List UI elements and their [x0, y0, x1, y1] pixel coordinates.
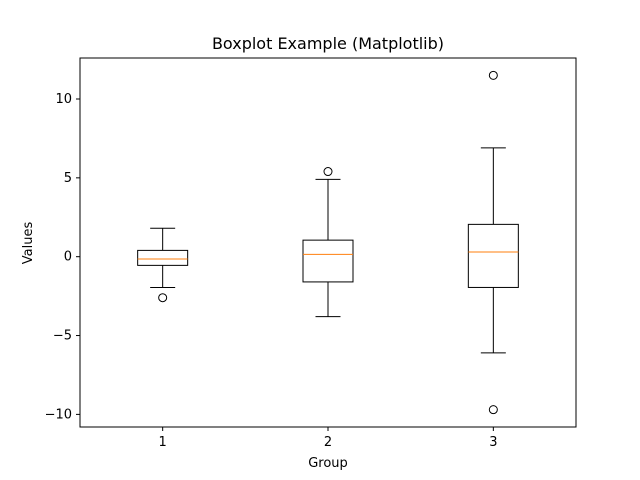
y-tick-label: −5 [53, 329, 72, 344]
y-tick-label: −10 [45, 407, 72, 422]
box-iqr [467, 223, 519, 288]
outlier-point [488, 405, 498, 415]
y-axis-label: Values [21, 222, 36, 265]
y-tick-label: 0 [64, 250, 72, 265]
y-tick-label: 10 [55, 92, 72, 107]
axes-frame [79, 57, 577, 428]
x-tick-label: 1 [159, 435, 167, 450]
x-tick-label: 3 [489, 435, 497, 450]
x-axis-label: Group [308, 456, 348, 471]
box-iqr [302, 239, 354, 283]
y-tick-label: 5 [64, 171, 72, 186]
outlier-point [323, 167, 333, 177]
box-iqr [137, 249, 189, 266]
outlier-point [488, 70, 498, 80]
outlier-point [158, 293, 168, 303]
chart-title: Boxplot Example (Matplotlib) [212, 34, 444, 53]
x-tick-label: 2 [324, 435, 332, 450]
plot-area: −10 −5 0 5 10 1 2 3 [45, 57, 577, 450]
